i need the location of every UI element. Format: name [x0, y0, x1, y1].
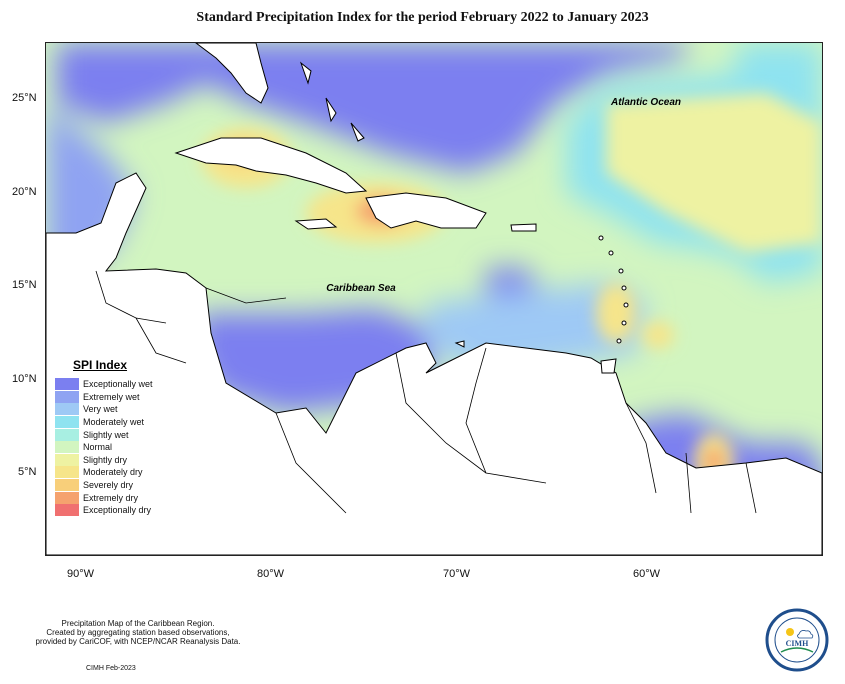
footer-line-2: Created by aggregating station based obs… — [46, 628, 230, 637]
map-description: Precipitation Map of the Caribbean Regio… — [18, 619, 258, 646]
cimh-logo: CIMH — [765, 608, 829, 672]
legend-label: Extremely dry — [83, 492, 139, 503]
aruba-curacao — [454, 340, 465, 348]
lat-tick-10n: 10°N — [12, 373, 37, 385]
cloud-icon — [797, 630, 814, 639]
legend-item: Extremely wet — [55, 390, 175, 404]
bahamas-2 — [325, 97, 337, 123]
legend-label: Extremely wet — [83, 391, 140, 402]
legend-swatch — [55, 504, 79, 517]
legend-label: Slightly dry — [83, 454, 128, 465]
legend-item: Exceptionally wet — [55, 378, 175, 391]
trinidad — [600, 358, 617, 374]
legend-rows: Exceptionally wet Extremely wet Very wet Mo… — [55, 378, 175, 517]
legend-item: Very wet — [55, 403, 175, 416]
legend-label: Exceptionally dry — [83, 505, 152, 516]
lon-tick-60w: 60°W — [633, 568, 661, 580]
legend-swatch — [55, 403, 79, 416]
lon-tick-90w: 90°W — [67, 568, 95, 580]
lat-tick-15n: 15°N — [12, 279, 37, 291]
legend-swatch — [55, 390, 79, 403]
island-f — [621, 320, 627, 326]
island-c — [618, 268, 624, 274]
legend-swatch — [55, 441, 79, 454]
borders — [95, 270, 757, 514]
legend-label: Moderately wet — [83, 417, 145, 428]
island-b — [608, 250, 614, 256]
footer-line-1: Precipitation Map of the Caribbean Regio… — [61, 619, 215, 628]
legend-swatch — [55, 491, 79, 504]
legend-title: SPI Index — [73, 358, 128, 372]
florida — [195, 43, 269, 104]
label-caribbean-sea: Caribbean Sea — [326, 283, 396, 294]
bahamas-1 — [299, 61, 312, 85]
legend-label: Normal — [83, 442, 113, 453]
lon-tick-70w: 70°W — [443, 568, 471, 580]
legend-swatch — [55, 453, 79, 466]
footer-line-3: provided by CariCOF, with NCEP/NCAR Rean… — [35, 637, 241, 646]
legend-item: Moderately wet — [55, 416, 175, 429]
legend-label: Moderately dry — [83, 467, 143, 478]
legend-item: Moderately dry — [55, 466, 175, 479]
legend-item: Extremely dry — [55, 491, 175, 504]
sun-icon — [786, 628, 794, 636]
legend-swatch — [55, 378, 79, 391]
legend-label: Very wet — [83, 404, 118, 415]
legend-swatch — [55, 466, 79, 479]
legend: SPI Index Exceptionally wet Extremely wet… — [55, 358, 175, 517]
legend-label: Exceptionally wet — [83, 379, 153, 390]
lat-tick-5n: 5°N — [18, 466, 37, 478]
lon-tick-80w: 80°W — [257, 568, 285, 580]
land — [46, 43, 822, 555]
island-e — [623, 302, 629, 308]
spi-map: Atlantic Ocean Caribbean Sea — [45, 42, 823, 556]
puerto-rico — [510, 223, 537, 232]
map-title: Standard Precipitation Index for the per… — [196, 10, 649, 25]
legend-item: Slightly wet — [55, 428, 175, 441]
map-canvas: Atlantic Ocean Caribbean Sea — [46, 43, 822, 555]
label-atlantic-ocean: Atlantic Ocean — [610, 97, 681, 108]
hispaniola — [365, 192, 487, 229]
lat-tick-25n: 25°N — [12, 92, 37, 104]
cuba — [174, 137, 368, 194]
legend-label: Severely dry — [83, 480, 134, 491]
legend-item: Exceptionally dry — [55, 504, 175, 517]
production-stamp: CIMH Feb-2023 — [86, 665, 136, 672]
lat-tick-20n: 20°N — [12, 186, 37, 198]
legend-item: Slightly dry — [55, 453, 175, 467]
legend-swatch — [55, 428, 79, 441]
island-g — [616, 338, 622, 344]
legend-label: Slightly wet — [83, 429, 129, 440]
logo-text: CIMH — [786, 639, 809, 648]
legend-swatch — [55, 416, 79, 429]
legend-item: Normal — [55, 441, 175, 454]
legend-swatch — [55, 479, 79, 492]
island-a — [598, 235, 604, 241]
mainland — [46, 172, 822, 555]
jamaica — [294, 218, 338, 230]
island-d — [621, 285, 627, 291]
bahamas-3 — [350, 122, 365, 142]
legend-item: Severely dry — [55, 479, 175, 492]
